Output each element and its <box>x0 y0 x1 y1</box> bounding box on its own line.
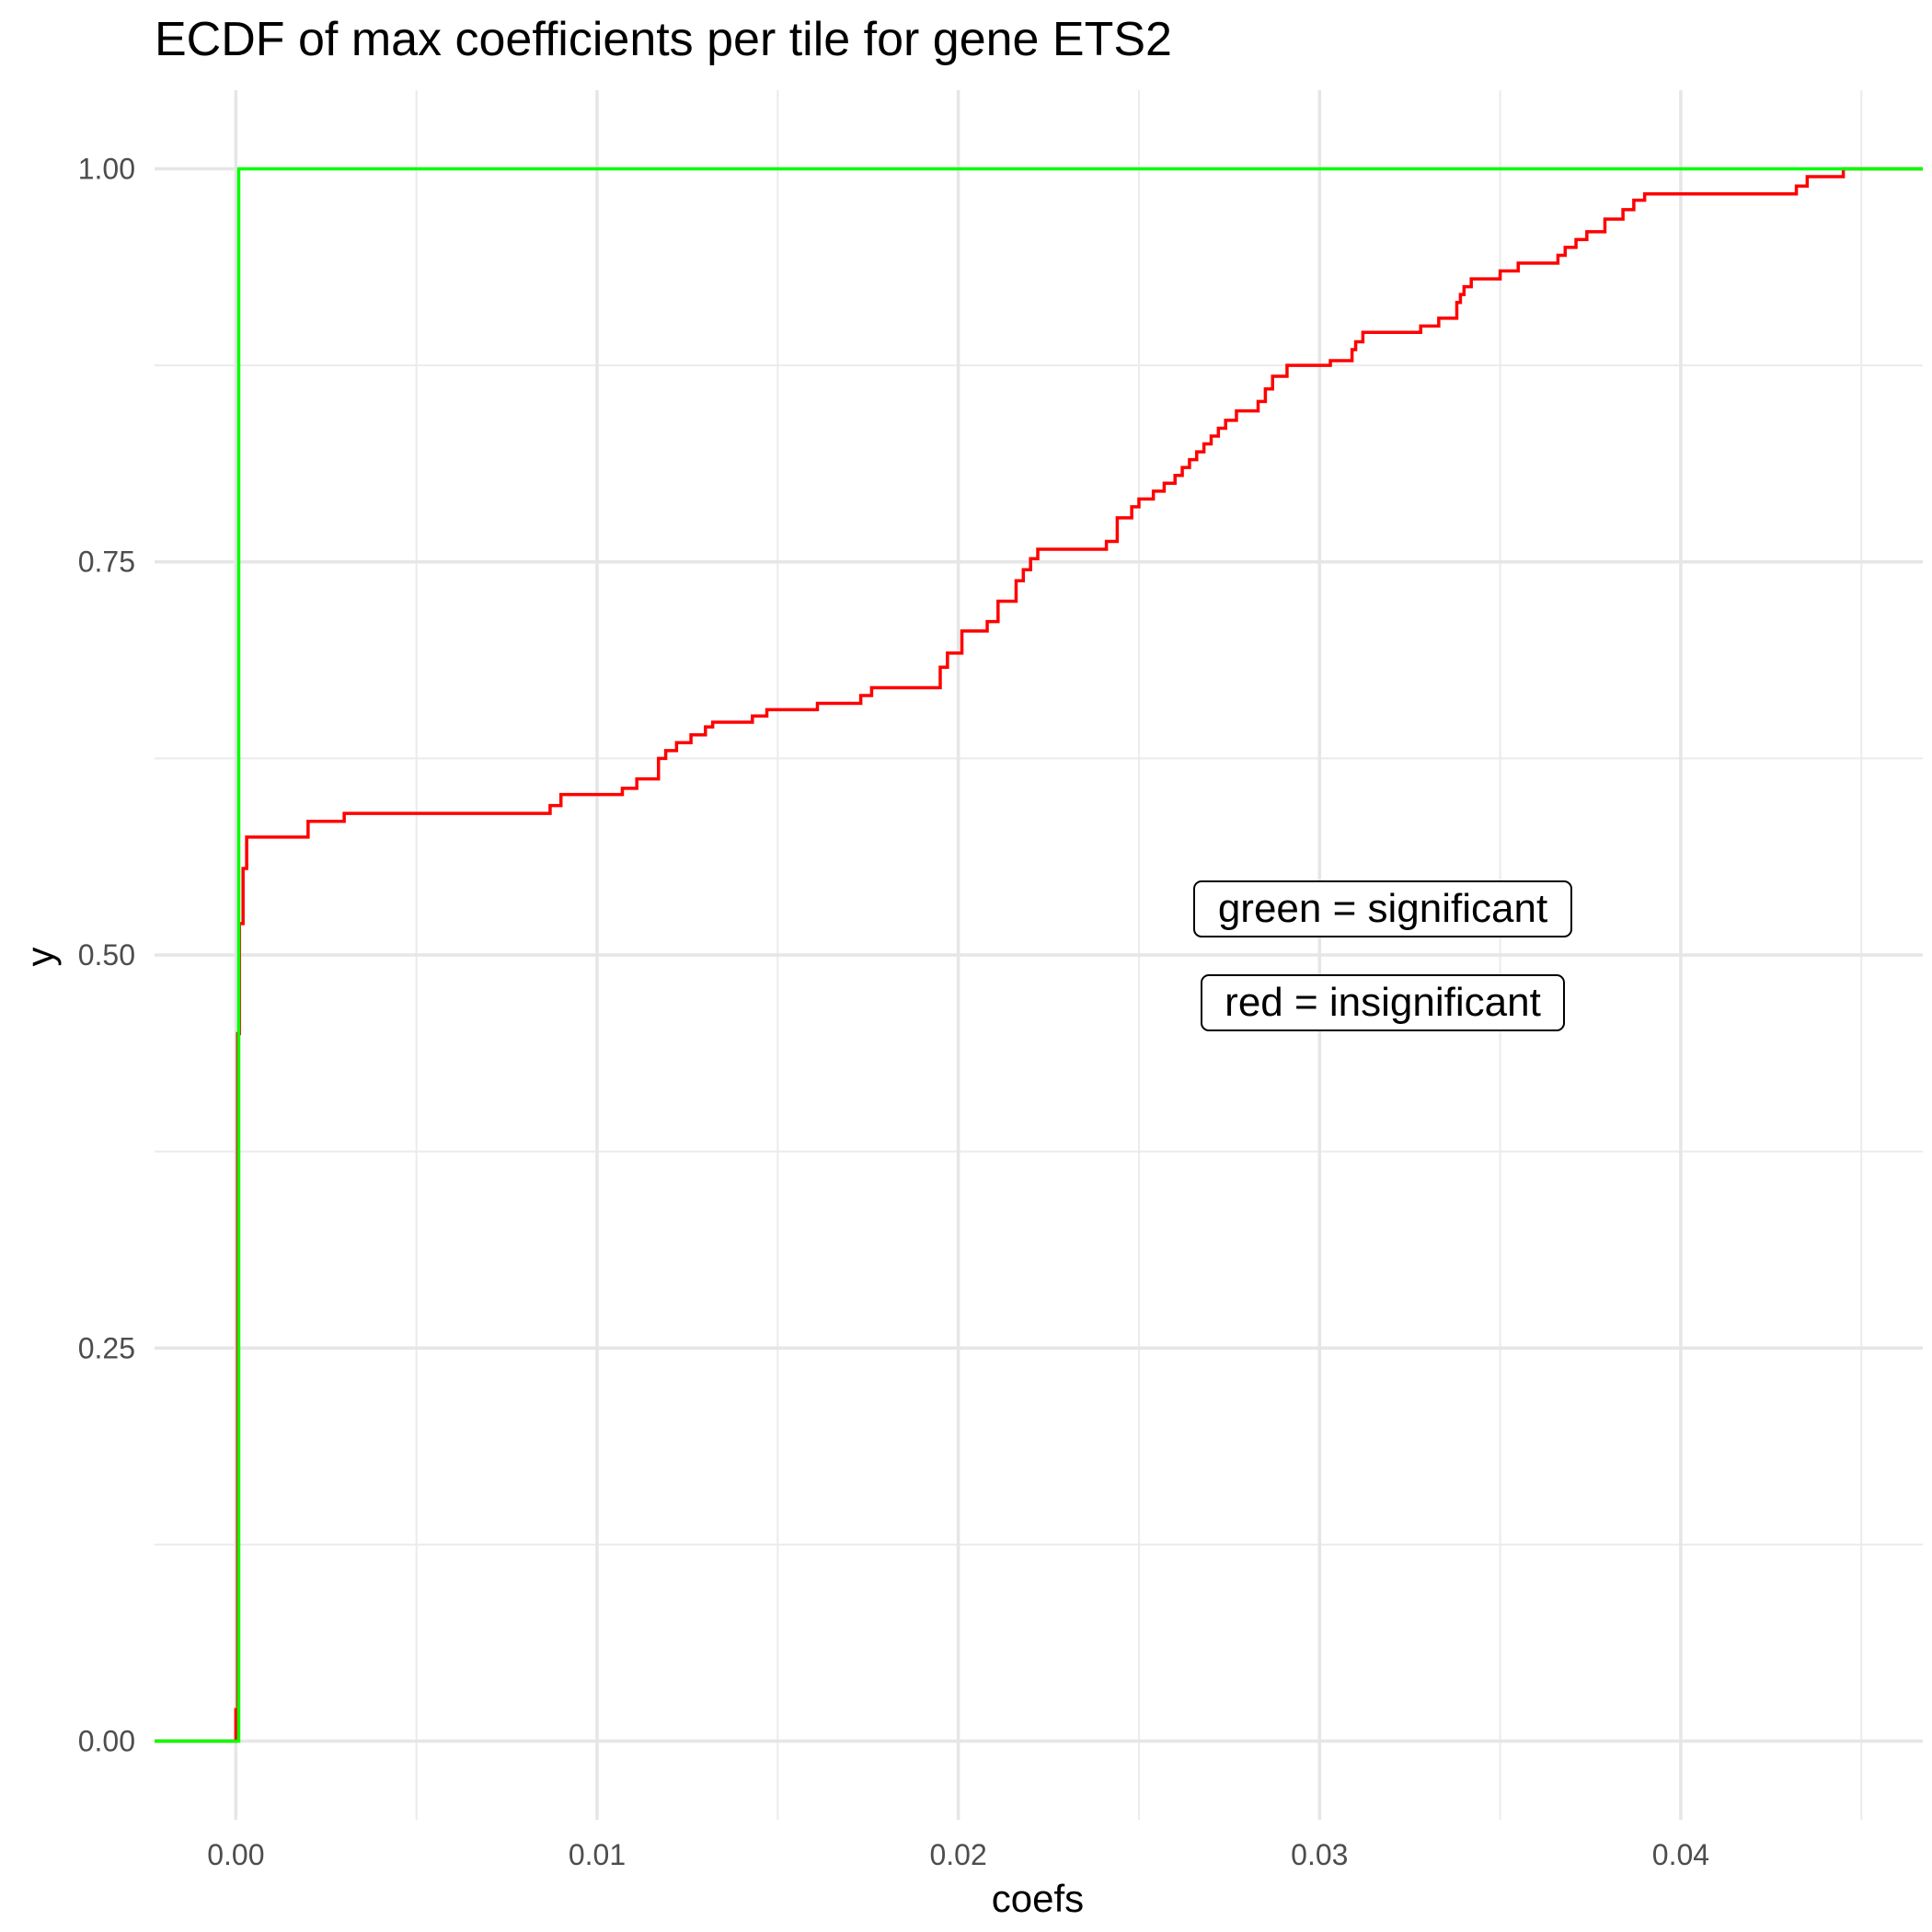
y-tick-label: 0.75 <box>78 546 135 579</box>
annotation-significant-box <box>1193 880 1572 937</box>
y-axis-title: y <box>18 948 62 967</box>
chart-title: ECDF of max coefficients per tile for ge… <box>155 13 1172 66</box>
y-tick-label: 0.00 <box>78 1725 135 1758</box>
x-tick-label: 0.04 <box>1652 1838 1709 1871</box>
x-tick-labels: 0.00 0.01 0.02 0.03 0.04 <box>207 1838 1709 1871</box>
x-tick-label: 0.01 <box>569 1838 626 1871</box>
annotation-insignificant-box <box>1201 974 1565 1031</box>
y-tick-labels: 0.00 0.25 0.50 0.75 1.00 <box>78 152 135 1757</box>
annotation-significant-text: green = significant <box>1218 886 1547 931</box>
y-tick-label: 0.25 <box>78 1331 135 1364</box>
annotation-insignificant-text: red = insignificant <box>1225 980 1541 1025</box>
x-tick-label: 0.02 <box>929 1838 986 1871</box>
ecdf-line-red <box>155 167 1923 1743</box>
x-tick-label: 0.00 <box>207 1838 264 1871</box>
y-tick-label: 0.50 <box>78 938 135 972</box>
x-tick-label: 0.03 <box>1291 1838 1348 1871</box>
x-axis-title: coefs <box>992 1877 1084 1920</box>
ecdf-line-green <box>155 167 1923 1743</box>
y-tick-label: 1.00 <box>78 152 135 185</box>
series-layer <box>155 167 1923 1743</box>
annotation-insignificant: red = insignificant <box>1201 974 1565 1031</box>
annotation-significant: green = significant <box>1193 880 1572 937</box>
